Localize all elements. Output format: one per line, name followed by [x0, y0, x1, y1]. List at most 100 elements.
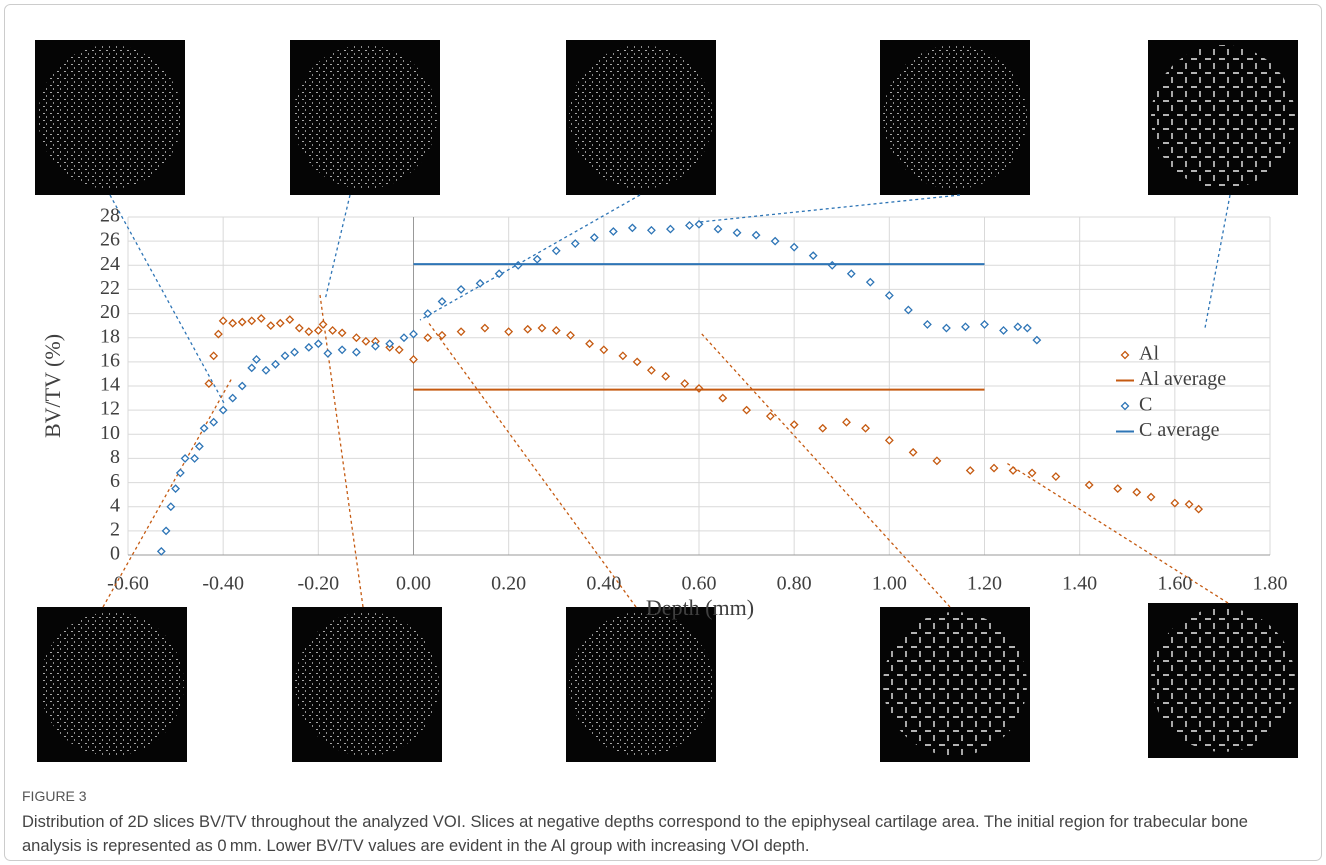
- point: [337, 328, 347, 338]
- point: [827, 260, 837, 270]
- point: [385, 339, 395, 349]
- y-tick-label: 26: [100, 229, 120, 251]
- point: [328, 326, 338, 335]
- connector: [1204, 194, 1231, 329]
- point: [532, 254, 542, 264]
- y-tick-label: 14: [100, 374, 120, 396]
- point: [504, 327, 514, 337]
- y-tick-label: 8: [110, 446, 120, 468]
- y-tick-label: 12: [100, 398, 120, 420]
- thumbnail-texture: [883, 45, 1027, 189]
- point: [351, 333, 361, 343]
- point: [523, 324, 533, 334]
- connector: [324, 194, 351, 301]
- legend-label: Al average: [1139, 368, 1226, 390]
- thumbnail-texture: [293, 45, 437, 189]
- point: [247, 316, 257, 326]
- point: [475, 278, 485, 288]
- thumbnail-texture: [883, 612, 1027, 756]
- point: [190, 454, 200, 463]
- point: [632, 357, 642, 367]
- point: [371, 341, 380, 351]
- point: [751, 230, 761, 240]
- legend-label: Al: [1139, 343, 1159, 365]
- point: [218, 316, 228, 326]
- point: [351, 347, 361, 357]
- point: [437, 330, 447, 340]
- point: [285, 315, 295, 325]
- point: [1022, 323, 1032, 333]
- connector: [109, 194, 226, 406]
- point: [1113, 484, 1123, 494]
- point: [237, 317, 247, 327]
- point: [1184, 499, 1194, 509]
- legend-swatch: [1120, 350, 1130, 360]
- point: [423, 333, 433, 343]
- point: [551, 246, 561, 256]
- y-tick-label: 22: [100, 277, 120, 299]
- point: [765, 411, 775, 421]
- point: [789, 420, 799, 430]
- point: [180, 454, 190, 463]
- x-tick-label: 0.20: [491, 573, 526, 595]
- point: [256, 313, 266, 323]
- x-tick-label: 1.60: [1157, 573, 1192, 595]
- y-tick-label: 0: [110, 543, 120, 565]
- point: [423, 309, 433, 318]
- thumbnails: [35, 40, 1298, 762]
- point: [608, 227, 618, 236]
- point: [884, 291, 894, 300]
- y-tick-label: 6: [110, 470, 120, 492]
- y-tick-label: 4: [110, 494, 120, 516]
- point: [1051, 472, 1061, 481]
- point: [903, 305, 913, 315]
- connector: [427, 321, 637, 608]
- point: [627, 223, 637, 233]
- point: [313, 339, 323, 349]
- point: [770, 236, 780, 246]
- point: [1027, 468, 1037, 478]
- point: [742, 405, 752, 415]
- point: [171, 484, 181, 494]
- point: [965, 466, 975, 475]
- point: [842, 417, 851, 427]
- point: [989, 463, 999, 473]
- point: [261, 365, 271, 375]
- point: [646, 225, 656, 235]
- point: [175, 468, 185, 478]
- point: [999, 326, 1008, 335]
- point: [409, 329, 418, 339]
- point: [252, 355, 261, 364]
- y-axis-label: BV/TV (%): [40, 334, 65, 438]
- point: [566, 330, 575, 340]
- point: [808, 251, 818, 261]
- point: [280, 351, 290, 361]
- y-tick-label: 20: [100, 301, 120, 323]
- point: [437, 297, 447, 306]
- point: [494, 269, 504, 279]
- point: [228, 318, 238, 328]
- x-axis-label: Depth (mm): [646, 595, 754, 620]
- point: [361, 336, 371, 346]
- point: [313, 326, 323, 335]
- point: [961, 322, 970, 332]
- point: [884, 435, 894, 445]
- point: [818, 423, 828, 433]
- point: [537, 323, 547, 333]
- y-tick-label: 2: [110, 518, 120, 540]
- y-tick-label: 28: [100, 205, 120, 227]
- legend-label: C average: [1139, 419, 1220, 441]
- point: [718, 393, 728, 403]
- point: [399, 333, 409, 343]
- point: [1032, 335, 1042, 345]
- figure-label: FIGURE 3: [22, 788, 87, 804]
- point: [551, 326, 561, 335]
- point: [209, 351, 219, 361]
- point: [456, 285, 466, 294]
- legend-swatch: [1120, 401, 1130, 411]
- x-tick-label: 0.00: [396, 573, 431, 595]
- point: [1132, 487, 1142, 497]
- point: [861, 423, 870, 433]
